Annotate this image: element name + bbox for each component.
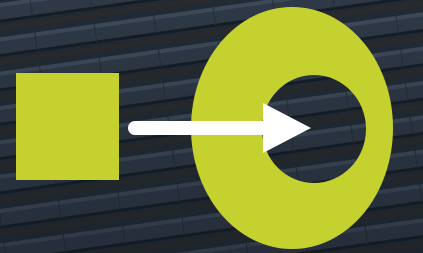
graphic xyxy=(0,0,423,253)
square xyxy=(16,73,119,180)
page xyxy=(0,0,423,253)
